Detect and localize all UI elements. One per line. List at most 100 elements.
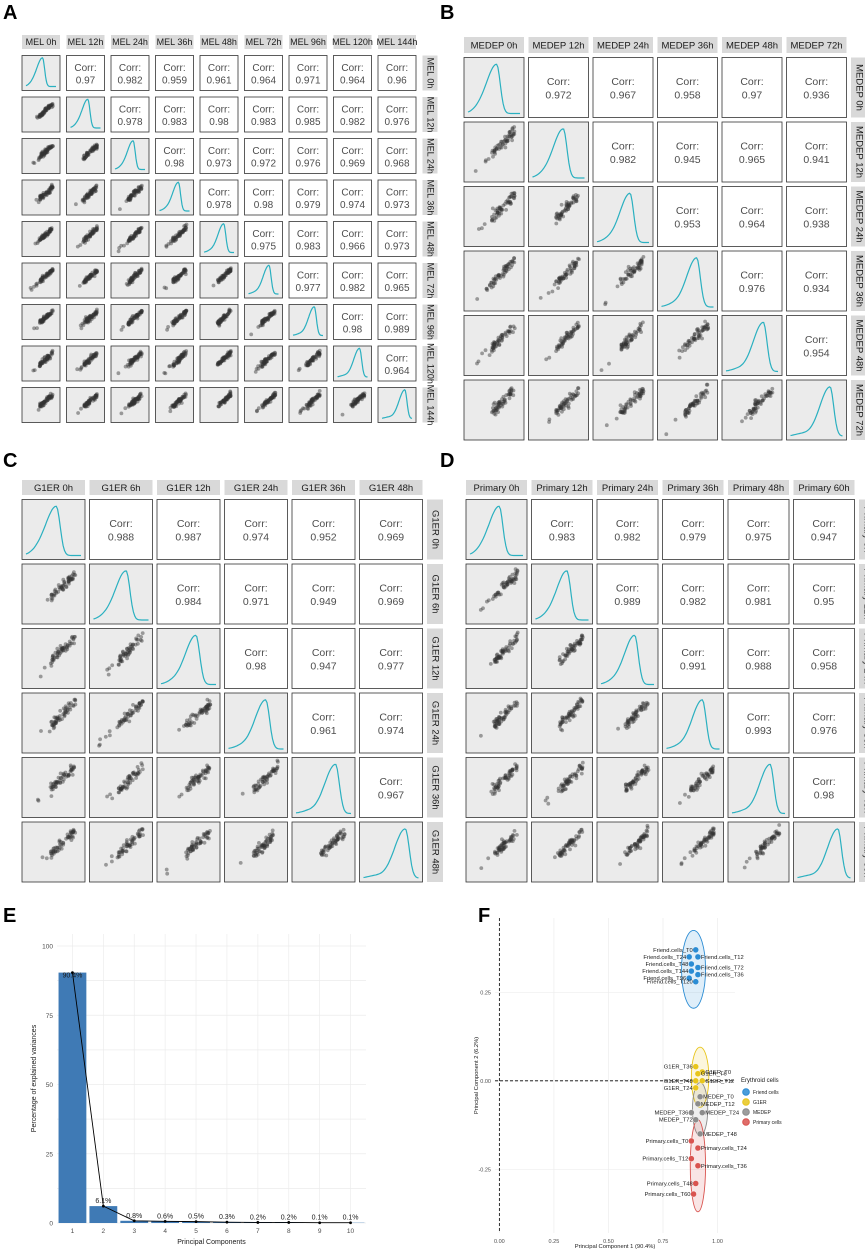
matrix-b-scatter-point: [477, 227, 481, 231]
matrix-b-corr-value: 0.967: [610, 89, 636, 101]
matrix-a-scatter-point: [218, 278, 223, 282]
matrix-a-scatter-point: [85, 316, 89, 321]
matrix-a-scatter-point: [44, 273, 49, 278]
matrix-d-scatter-point: [568, 847, 572, 852]
matrix-a-scatter-point: [136, 230, 141, 234]
matrix-a-corr-label: Corr:: [341, 187, 363, 198]
matrix-a-scatter-point: [39, 235, 44, 240]
matrix-a-scatter-point: [123, 406, 128, 411]
matrix-a-scatter-point: [44, 149, 49, 153]
matrix-d-row-label: Primary 0h: [861, 507, 865, 553]
matrix-a-scatter-point: [38, 115, 42, 119]
matrix-d-scatter-point: [690, 853, 695, 858]
matrix-d-corr-label: Corr:: [812, 776, 835, 788]
panel-letter-c: C: [3, 450, 18, 472]
matrix-b-scatter-point: [512, 260, 517, 265]
matrix-d-scatter-point: [678, 801, 682, 805]
matrix-b-density-cell: [657, 250, 718, 312]
matrix-a-scatter-point: [178, 313, 183, 318]
matrix-a-scatter-point: [170, 238, 175, 243]
matrix-a-scatter-point: [173, 235, 178, 240]
matrix-b-scatter-point: [748, 411, 753, 416]
matrix-a-scatter-point: [44, 232, 49, 237]
matrix-a-scatter-point: [40, 112, 45, 117]
matrix-a-scatter-point: [39, 194, 44, 198]
matrix-a-scatter-point: [36, 158, 41, 163]
matrix-a-col-strip: [333, 35, 372, 49]
matrix-a-scatter-point: [216, 280, 221, 285]
matrix-a-scatter-point: [176, 274, 181, 278]
matrix-a-scatter-point: [132, 316, 137, 321]
matrix-b-scatter-point: [497, 147, 501, 151]
matrix-b-scatter-point: [571, 200, 576, 205]
matrix-d-scatter-point: [639, 771, 644, 776]
matrix-a-scatter-point: [129, 318, 134, 323]
matrix-a-scatter-point: [228, 268, 233, 272]
matrix-a-scatter-point: [50, 102, 55, 107]
matrix-c-scatter-point: [45, 597, 50, 602]
matrix-a-scatter-point: [81, 157, 86, 161]
matrix-b-scatter-point: [568, 268, 573, 273]
matrix-a-scatter-point: [49, 226, 54, 230]
matrix-d-scatter-point: [625, 717, 630, 722]
matrix-c-corr-label: Corr:: [379, 518, 402, 530]
matrix-a-scatter-point: [47, 227, 52, 231]
matrix-a-col-strip: [22, 35, 60, 49]
matrix-a-scatter-point: [92, 312, 96, 316]
matrix-a-scatter-point: [265, 316, 270, 321]
matrix-a-scatter-point: [117, 246, 122, 250]
matrix-a-scatter-point: [44, 190, 49, 195]
matrix-b-scatter-point: [615, 284, 620, 289]
matrix-a-scatter-point: [90, 315, 94, 319]
matrix-a-scatter-point: [38, 318, 43, 322]
matrix-c-scatter-point: [276, 760, 280, 764]
matrix-a-scatter-point: [222, 314, 227, 318]
matrix-a-corr-label: Corr:: [208, 63, 230, 74]
matrix-c-scatter-point: [194, 845, 199, 850]
matrix-a-corr-value: 0.979: [295, 200, 320, 211]
matrix-a-scatter-point: [171, 235, 176, 240]
matrix-a-scatter-point: [127, 279, 132, 284]
matrix-a-corr-label: Corr:: [341, 63, 363, 74]
matrix-b-group: MEDEP 0h MEDEP 12h MEDEP 24h MEDEP 36h MEDEP…: [463, 37, 865, 441]
matrix-a-scatter-point: [130, 317, 135, 322]
matrix-d-col-label: Primary 24h: [602, 483, 653, 494]
matrix-c-scatter-point: [117, 658, 122, 662]
matrix-b-scatter-point: [508, 392, 513, 396]
matrix-a-scatter-point: [127, 196, 132, 201]
matrix-a-scatter-point: [49, 227, 54, 232]
matrix-a-scatter-point: [129, 278, 133, 283]
matrix-d-density-cell: [596, 628, 659, 689]
matrix-a-scatter-point: [172, 319, 176, 324]
matrix-a-scatter-point: [133, 188, 138, 193]
matrix-a-scatter-point: [85, 276, 90, 281]
matrix-a-scatter-point: [226, 271, 231, 275]
matrix-d-scatter-point: [639, 707, 644, 712]
matrix-a-corr-label: Corr:: [297, 63, 319, 74]
matrix-c-col-label: G1ER 0h: [34, 483, 73, 494]
matrix-a-scatter-point: [45, 271, 50, 276]
matrix-a-scatter-point: [91, 227, 95, 231]
matrix-a-scatter-point: [82, 153, 86, 158]
matrix-a-scatter-point: [133, 314, 138, 319]
matrix-a-scatter-point: [174, 276, 179, 281]
matrix-a-scatter-point: [47, 229, 52, 234]
matrix-a-scatter-point: [126, 278, 131, 282]
matrix-c-corr-label: Corr:: [379, 647, 402, 659]
matrix-d-scatter-point: [545, 795, 550, 800]
matrix-a-scatter-point: [139, 310, 144, 315]
matrix-a-scatter-point: [183, 272, 188, 277]
matrix-a-scatter-point: [229, 266, 233, 271]
matrix-a-scatter-point: [260, 320, 265, 325]
matrix-a-scatter-point: [46, 188, 51, 192]
matrix-a-scatter-point: [132, 274, 137, 278]
matrix-a-scatter-point: [217, 323, 222, 328]
matrix-a-scatter-point: [90, 190, 94, 195]
matrix-a-scatter-point: [38, 155, 43, 160]
matrix-b-scatter-point: [571, 397, 575, 401]
matrix-b-corr-label: Corr:: [805, 76, 828, 88]
matrix-c-scatter-point: [65, 835, 70, 840]
matrix-c-scatter-point: [251, 850, 256, 855]
matrix-a-scatter-point: [225, 397, 230, 402]
matrix-a-scatter-point: [94, 144, 98, 149]
